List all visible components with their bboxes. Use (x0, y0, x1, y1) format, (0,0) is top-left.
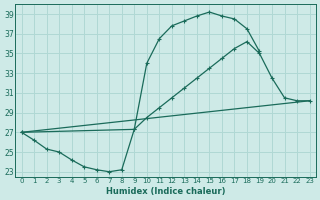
X-axis label: Humidex (Indice chaleur): Humidex (Indice chaleur) (106, 187, 225, 196)
